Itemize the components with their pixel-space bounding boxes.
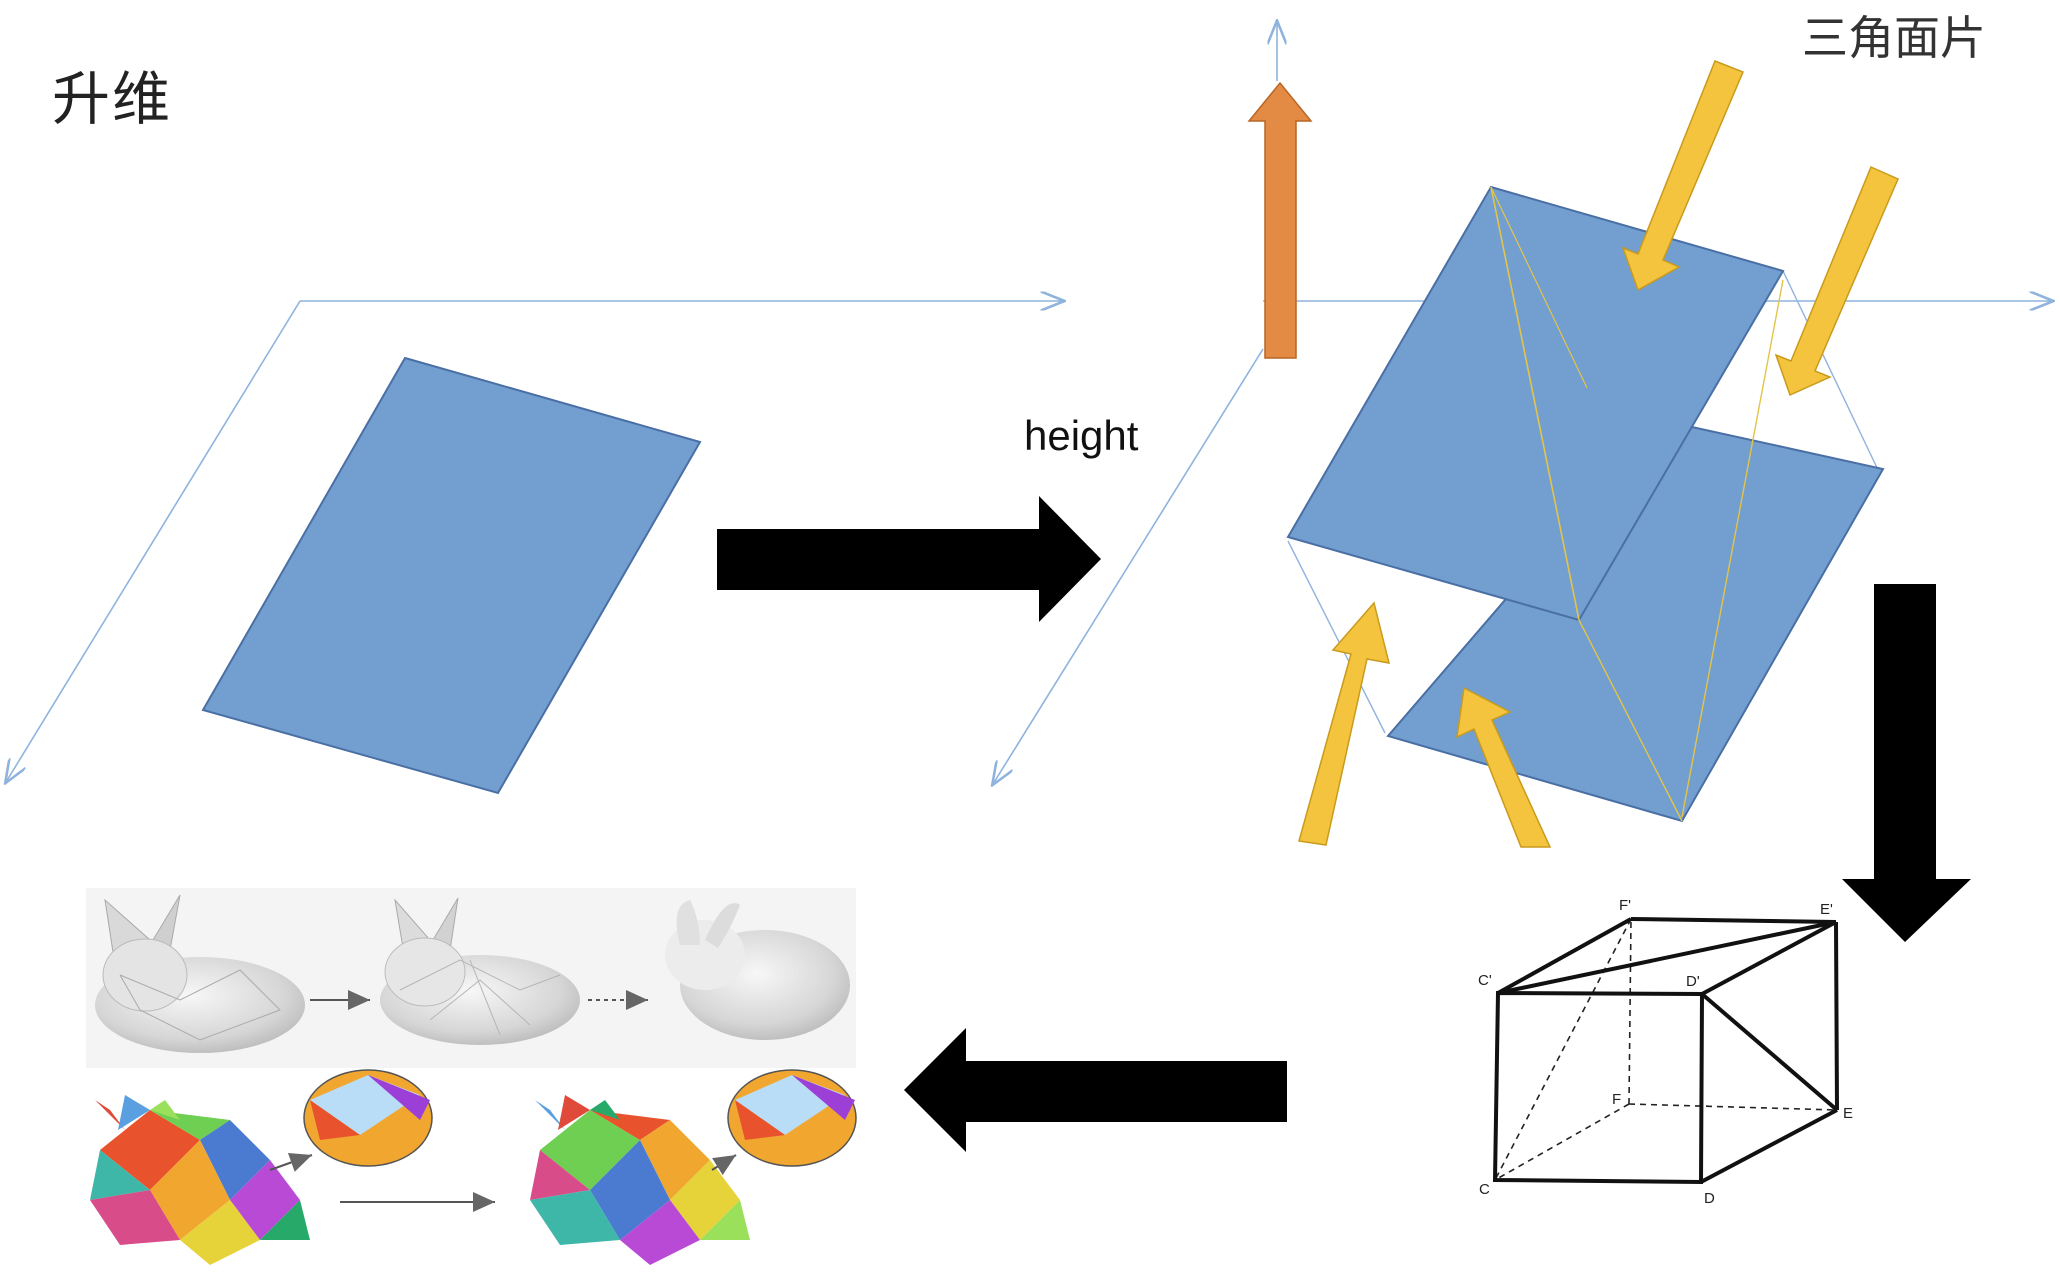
- colored-bunny-refined-image: [530, 1095, 750, 1265]
- projection-arrow: [1298, 601, 1391, 846]
- triangle-mesh-label: 三角面片: [1802, 11, 1986, 65]
- y-axis-right: [993, 348, 1264, 784]
- smooth-bunny-image: [665, 900, 850, 1040]
- edge: [1701, 920, 1837, 996]
- vertex-label-f: F: [1612, 1091, 1621, 1108]
- arrow-left-icon: [904, 1028, 1287, 1152]
- prism-guide: [1287, 540, 1386, 734]
- vertex-label-c-prime: C': [1478, 972, 1492, 989]
- slide-title: 升维: [52, 65, 173, 133]
- fine-bunny-image: [380, 897, 580, 1045]
- triangle-edge: [1578, 619, 1683, 822]
- mesh-refinement-illustration: [86, 888, 857, 1265]
- zoom-inset-face: [368, 1075, 430, 1120]
- projection-arrow: [1621, 60, 1744, 292]
- triangle-edge: [1490, 186, 1588, 389]
- zoom-pointer: [269, 1152, 313, 1172]
- projection-arrow: [1774, 166, 1899, 397]
- arrow-down-icon: [1842, 584, 1971, 942]
- edge: [1630, 917, 1837, 924]
- edge: [1700, 992, 1839, 1112]
- edge: [1834, 921, 1839, 1111]
- edge: [1700, 1108, 1838, 1184]
- height-label: height: [1024, 412, 1139, 459]
- hidden-edge: [1494, 918, 1632, 1181]
- flat-plane: [201, 356, 702, 795]
- arrow-right-icon: [717, 496, 1101, 622]
- zoom-inset-face: [735, 1100, 785, 1140]
- triangle-edge: [1490, 186, 1580, 621]
- edge: [1497, 917, 1632, 995]
- vertex-label-e-prime: E': [1820, 901, 1833, 918]
- lifted-planes-panel: [993, 22, 2052, 848]
- prism-cube-diagram: F' E' C' D' F E C D: [1478, 897, 1853, 1207]
- flat-plane-panel: [6, 300, 1063, 795]
- hidden-edge: [1494, 1103, 1630, 1181]
- projection-arrow: [1456, 686, 1552, 848]
- vertex-label-c: C: [1479, 1181, 1490, 1198]
- triangle-edge: [1681, 279, 1784, 818]
- coarse-bunny-image: [95, 894, 305, 1053]
- vertex-label-d-prime: D': [1686, 973, 1700, 990]
- zoom-inset-face: [792, 1075, 855, 1120]
- vertex-label-f-prime: F': [1619, 897, 1631, 914]
- vertex-label-d: D: [1704, 1190, 1715, 1207]
- hidden-edge: [1628, 1103, 1838, 1111]
- hidden-edge: [1628, 918, 1632, 1105]
- colored-bunny-image: [90, 1095, 310, 1265]
- edge: [1497, 920, 1837, 995]
- vertex-label-e: E: [1843, 1105, 1853, 1122]
- prism-guide: [1782, 270, 1881, 475]
- height-arrow: [1247, 81, 1313, 359]
- front-face: [1492, 990, 1705, 1185]
- zoom-pointer: [711, 1154, 737, 1176]
- zoom-inset-face: [310, 1100, 360, 1140]
- y-axis-left: [6, 300, 301, 782]
